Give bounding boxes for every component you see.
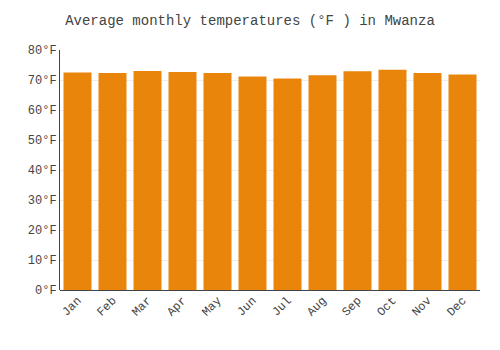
svg-text:40°F: 40°F	[28, 164, 57, 178]
svg-text:Apr: Apr	[164, 294, 189, 319]
svg-text:Oct: Oct	[374, 294, 399, 319]
svg-text:20°F: 20°F	[28, 224, 57, 238]
svg-text:Feb: Feb	[94, 294, 119, 319]
svg-text:Jul: Jul	[269, 294, 294, 319]
svg-text:50°F: 50°F	[28, 134, 57, 148]
svg-text:0°F: 0°F	[35, 284, 57, 298]
svg-text:Sep: Sep	[339, 294, 364, 319]
svg-text:May: May	[199, 294, 224, 319]
svg-text:60°F: 60°F	[28, 104, 57, 118]
svg-text:Aug: Aug	[304, 294, 329, 319]
svg-text:Dec: Dec	[444, 294, 469, 319]
svg-text:30°F: 30°F	[28, 194, 57, 208]
svg-text:Jan: Jan	[59, 294, 84, 319]
svg-text:Average monthly temperatures (: Average monthly temperatures (°F ) in Mw…	[65, 13, 435, 29]
svg-text:70°F: 70°F	[28, 74, 57, 88]
svg-text:Jun: Jun	[234, 294, 259, 319]
svg-text:Mar: Mar	[129, 294, 154, 319]
svg-text:80°F: 80°F	[28, 44, 57, 58]
svg-text:Nov: Nov	[409, 294, 434, 319]
svg-text:10°F: 10°F	[28, 254, 57, 268]
